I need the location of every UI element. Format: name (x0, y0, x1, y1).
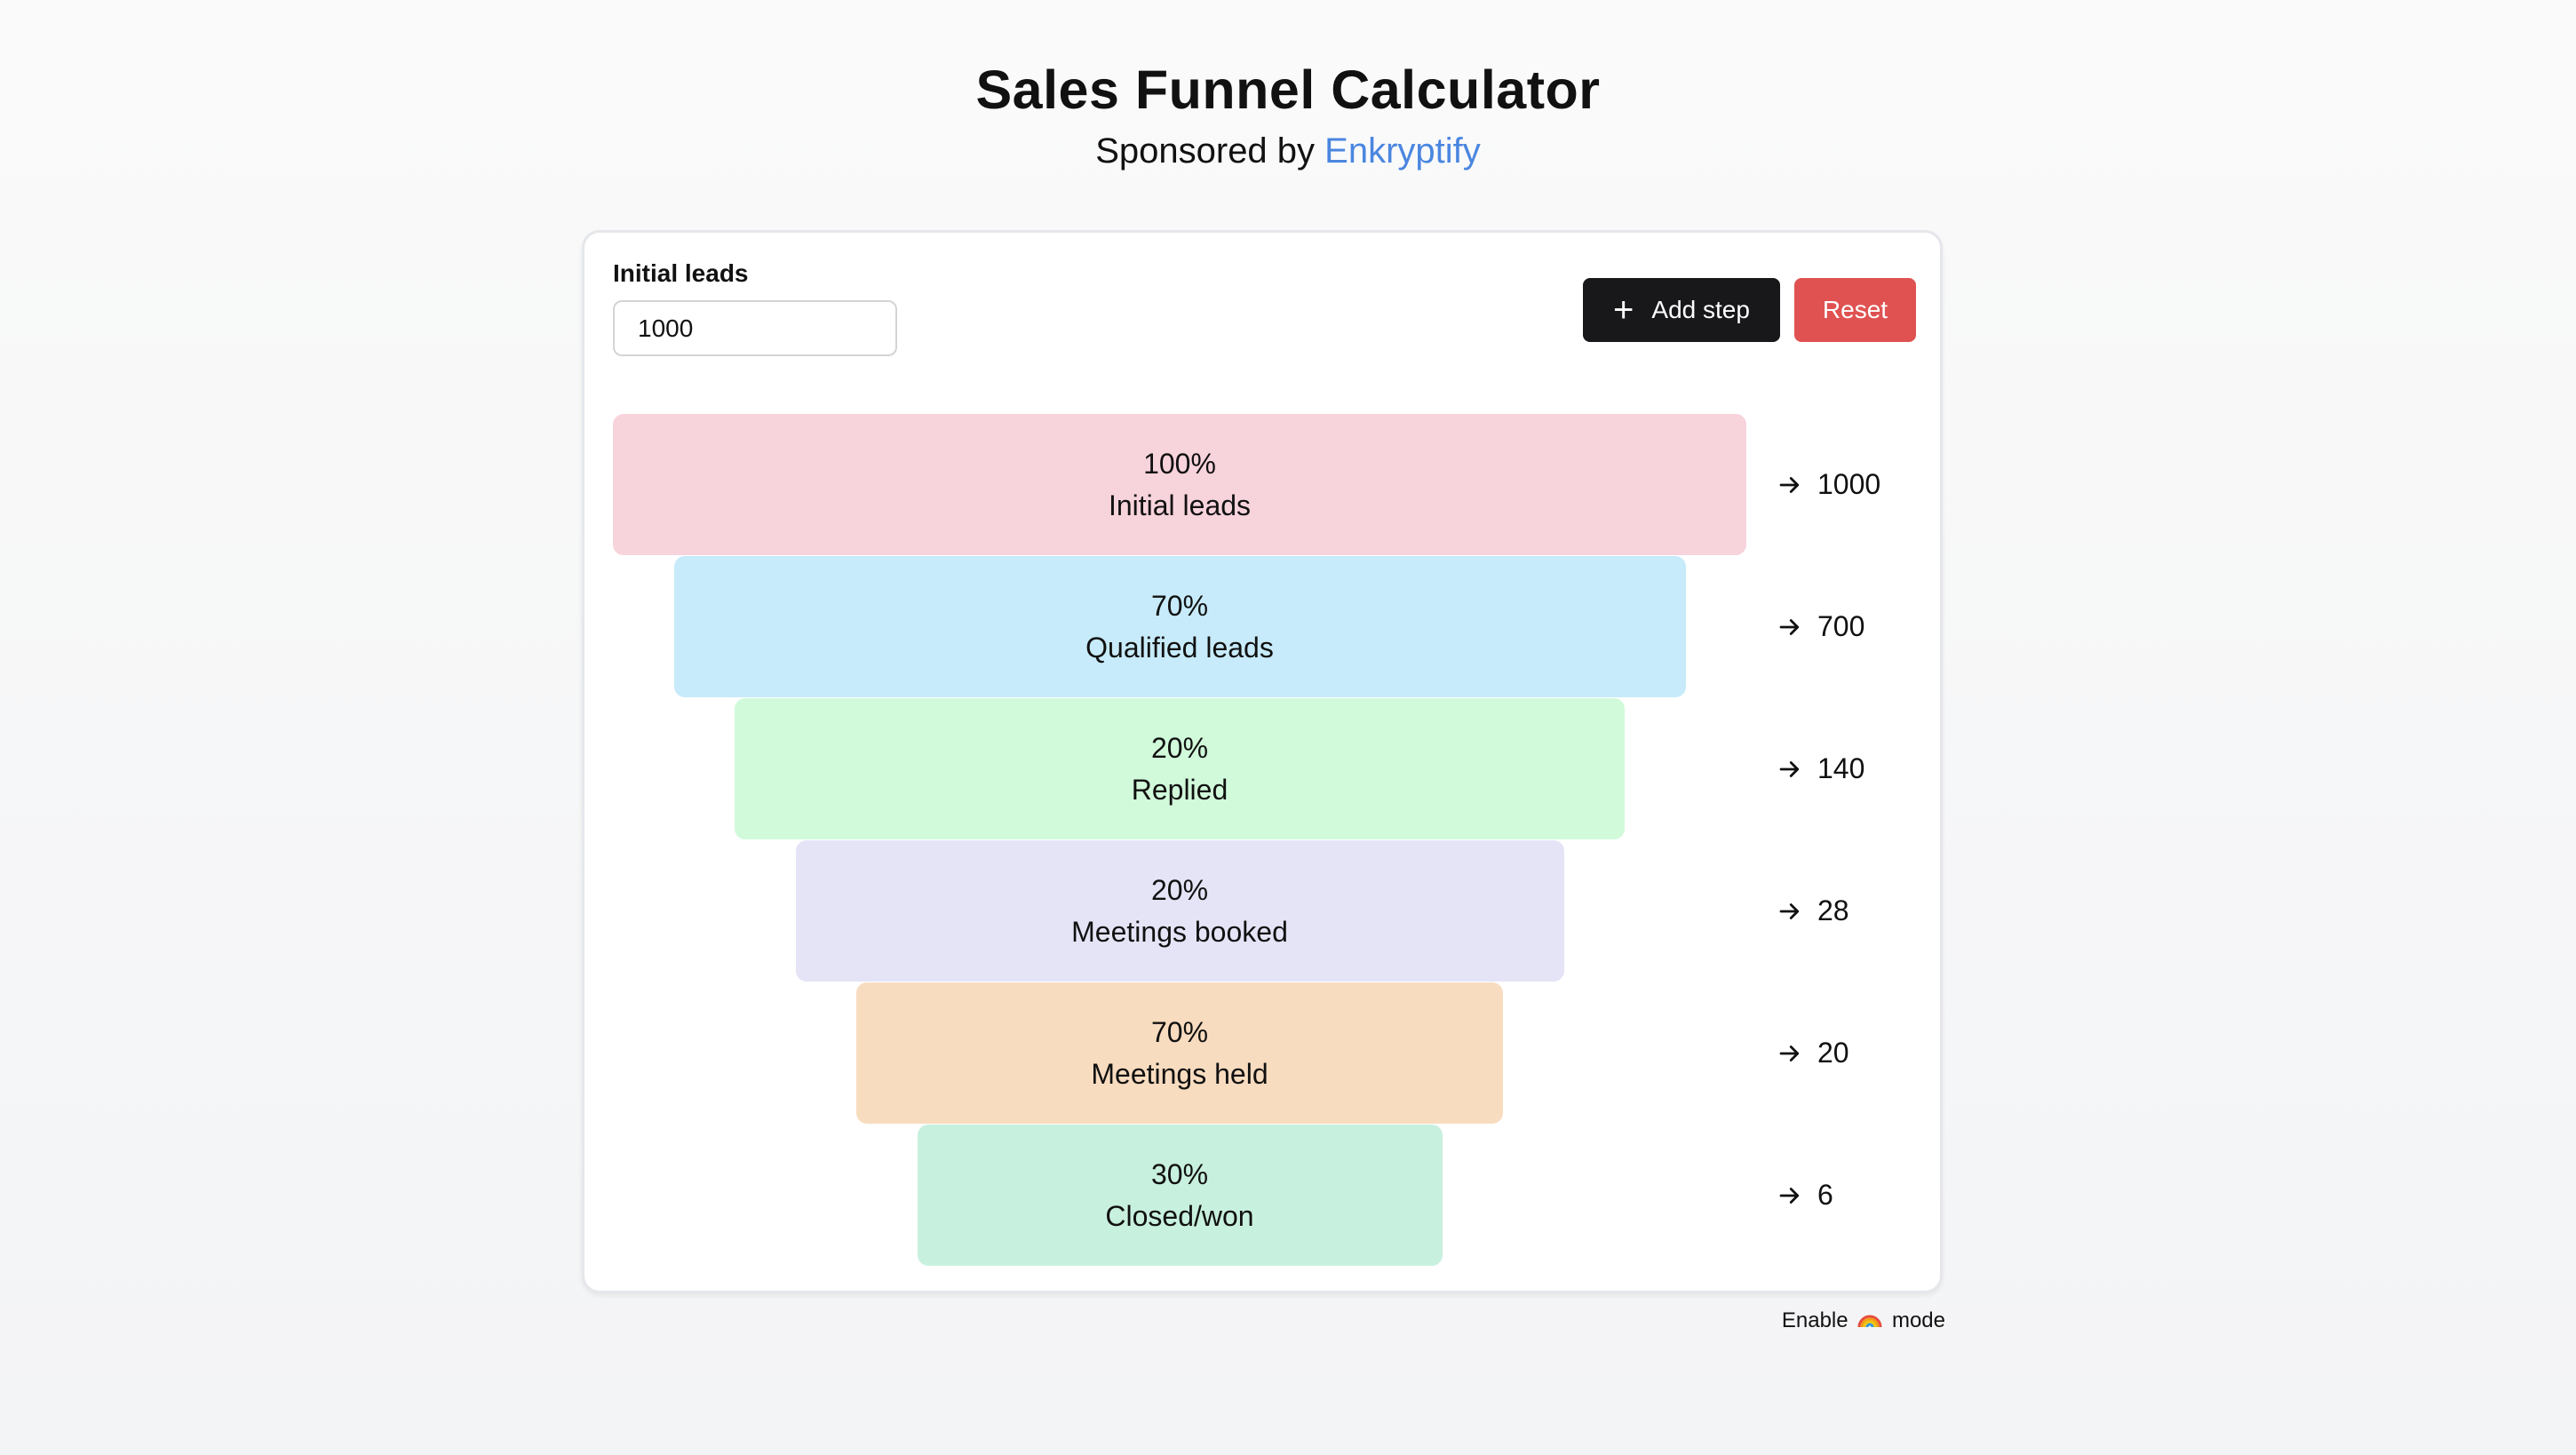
stage-label: Qualified leads (1085, 631, 1274, 664)
stage-label: Initial leads (1108, 489, 1252, 521)
stage-result-replied: 140 (1777, 698, 1864, 839)
funnel-stage-closed-won[interactable]: 30% Closed/won (917, 1125, 1443, 1266)
funnel-stage-meetings-booked[interactable]: 20% Meetings booked (795, 840, 1564, 982)
stage-result-meetings-booked: 28 (1777, 840, 1849, 982)
stage-label: Meetings held (1091, 1057, 1268, 1090)
funnel-stage-initial-leads[interactable]: 100% Initial leads (613, 414, 1746, 555)
add-step-button[interactable]: + Add step (1583, 278, 1780, 342)
stage-label: Replied (1131, 773, 1228, 806)
toggle-suffix: mode (1891, 1308, 1945, 1332)
stage-result-value: 28 (1817, 894, 1849, 926)
stage-result-value: 140 (1817, 752, 1865, 784)
arrow-right-icon (1779, 902, 1800, 919)
funnel-stage-meetings-held[interactable]: 70% Meetings held (856, 982, 1503, 1124)
stage-label: Meetings booked (1071, 915, 1288, 948)
arrow-right-icon (1779, 760, 1800, 777)
add-step-label: Add step (1651, 296, 1750, 323)
sponsor-link[interactable]: Enkryptify (1324, 131, 1481, 171)
stage-percent: 70% (1150, 1015, 1209, 1048)
stage-result-value: 1000 (1817, 468, 1881, 500)
stage-percent: 100% (1143, 447, 1216, 480)
stage-percent: 20% (1150, 731, 1209, 764)
stage-percent: 20% (1150, 873, 1209, 906)
funnel-stage-replied[interactable]: 20% Replied (735, 698, 1625, 839)
sponsor-prefix: Sponsored by (1095, 131, 1316, 171)
sponsor-line: Sponsored by Enkryptify (0, 126, 2576, 176)
stage-percent: 30% (1150, 1157, 1209, 1190)
arrow-right-icon (1779, 618, 1800, 635)
toggle-prefix: Enable (1781, 1308, 1849, 1332)
plus-icon: + (1613, 290, 1634, 330)
stage-result-value: 20 (1817, 1037, 1849, 1069)
page-header: Sales Funnel Calculator Sponsored by Enk… (0, 53, 2576, 176)
stage-result-qualified-leads: 700 (1777, 556, 1864, 697)
page-title: Sales Funnel Calculator (975, 60, 1601, 120)
arrow-right-icon (1779, 1045, 1800, 1061)
rainbow-icon (1857, 1315, 1882, 1328)
stage-result-value: 700 (1817, 610, 1865, 642)
stage-result-initial-leads: 1000 (1777, 414, 1880, 555)
reset-button[interactable]: Reset (1794, 278, 1916, 342)
arrow-right-icon (1779, 476, 1800, 493)
initial-leads-label: Initial leads (613, 259, 749, 287)
rainbow-mode-toggle[interactable]: Enable mode (1782, 1308, 1945, 1333)
arrow-right-icon (1779, 1187, 1800, 1204)
stage-label: Closed/won (1105, 1199, 1254, 1232)
stage-result-meetings-held: 20 (1777, 982, 1849, 1124)
stage-result-closed-won: 6 (1777, 1125, 1833, 1266)
funnel-stage-qualified-leads[interactable]: 70% Qualified leads (673, 556, 1686, 697)
initial-leads-input[interactable] (613, 300, 897, 356)
funnel-card: Initial leads + Add step Reset 100% Init… (582, 230, 1943, 1293)
stage-percent: 70% (1150, 589, 1209, 622)
stage-result-value: 6 (1817, 1179, 1833, 1211)
